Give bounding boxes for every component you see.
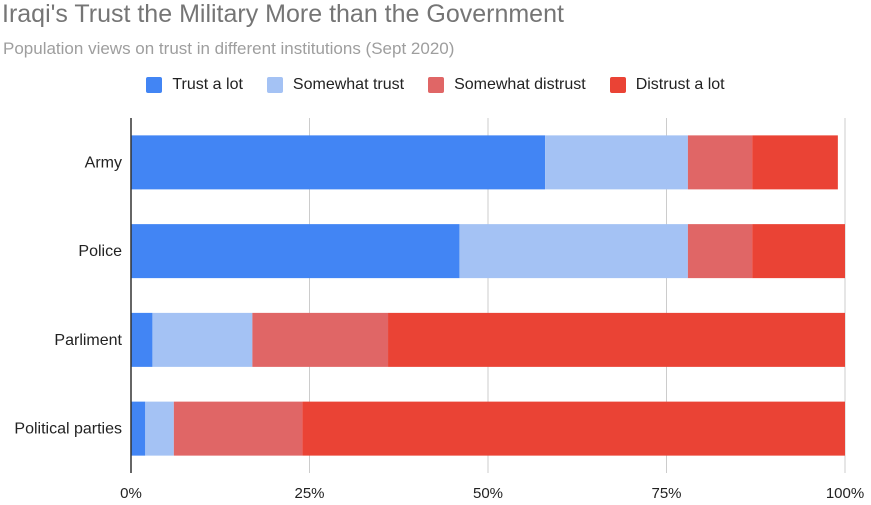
x-tick-label: 100% <box>826 485 864 502</box>
bar-segment[interactable] <box>145 401 174 456</box>
bar-segment[interactable] <box>152 312 253 367</box>
bar-segment[interactable] <box>131 135 546 190</box>
bar-segment[interactable] <box>459 224 688 279</box>
chart-subtitle: Population views on trust in different i… <box>3 39 455 58</box>
x-tick-label: 50% <box>473 485 503 502</box>
legend-swatch <box>266 77 283 93</box>
category-label: Police <box>78 243 122 260</box>
legend-item: Somewhat distrust <box>428 76 586 94</box>
bar-segment[interactable] <box>131 401 146 456</box>
bar-segment[interactable] <box>752 135 838 190</box>
legend-swatch <box>428 77 445 93</box>
bar-segment[interactable] <box>252 312 389 367</box>
legend-item: Trust a lot <box>146 76 243 94</box>
bars <box>131 135 845 456</box>
bar-segment[interactable] <box>131 312 153 367</box>
bar-segment[interactable] <box>388 312 845 367</box>
chart-title: Iraqi's Trust the Military More than the… <box>2 0 564 28</box>
bar-segment[interactable] <box>752 224 845 279</box>
legend-label: Distrust a lot <box>635 76 725 93</box>
bar-segment[interactable] <box>302 401 845 456</box>
legend-swatch <box>146 77 163 93</box>
bar-segment[interactable] <box>545 135 688 190</box>
legend-item: Somewhat trust <box>266 76 405 94</box>
bar-segment[interactable] <box>173 401 303 456</box>
legend-label: Trust a lot <box>172 76 243 93</box>
legend-label: Somewhat trust <box>292 76 405 93</box>
legend-label: Somewhat distrust <box>454 76 586 93</box>
axes: 0% 25% 50% 75% 100% Army Police Parliment Politi… <box>14 118 864 502</box>
bar-segment[interactable] <box>687 135 753 190</box>
x-tick-label: 75% <box>651 485 681 502</box>
x-tick-label: 0% <box>120 485 142 502</box>
legend: Trust a lot Somewhat trust Somewhat distru… <box>0 76 871 94</box>
bar-segment[interactable] <box>131 224 460 279</box>
category-label: Army <box>85 154 122 171</box>
legend-swatch <box>609 77 626 93</box>
category-label: Political parties <box>14 421 122 438</box>
x-tick-label: 25% <box>294 485 324 502</box>
category-label: Parliment <box>54 332 122 349</box>
bar-segment[interactable] <box>687 224 753 279</box>
legend-item: Distrust a lot <box>609 76 725 94</box>
